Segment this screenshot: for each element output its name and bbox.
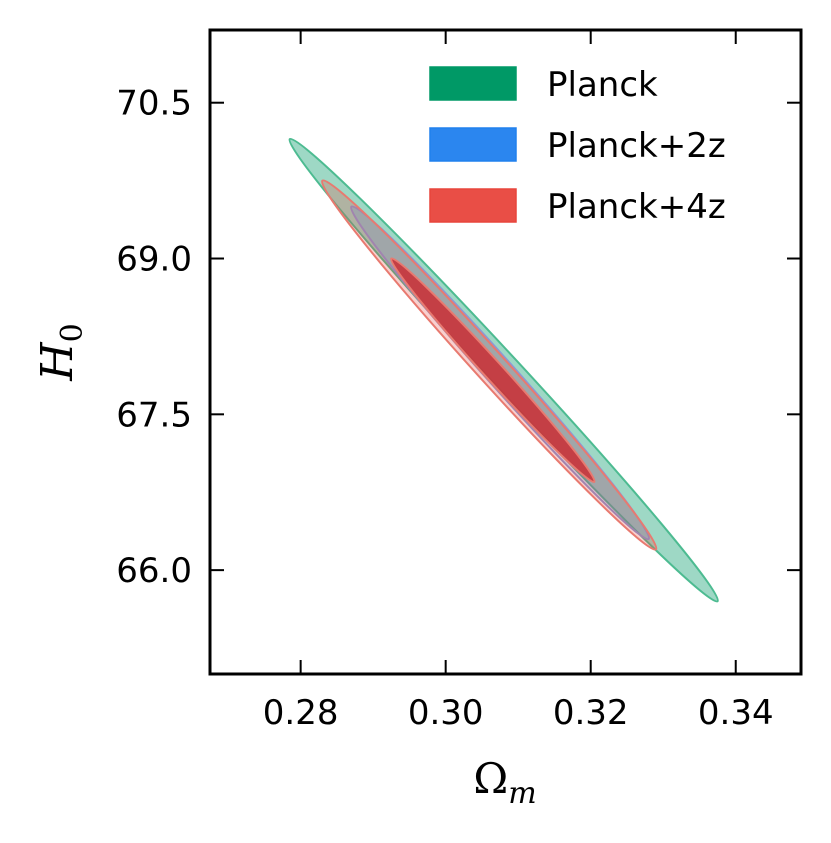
y-axis-title: H0 bbox=[32, 323, 90, 381]
plot-frame bbox=[208, 28, 803, 676]
x-axis-title-sub: m bbox=[508, 776, 536, 811]
tick-layer: 0.28 0.30 0.32 0.34 66.0 67.5 69.0 70.5 bbox=[116, 30, 801, 733]
legend-swatch-planck-plus-4z bbox=[429, 188, 517, 223]
x-tick-label: 0.30 bbox=[408, 693, 484, 733]
legend-label: Planck+2z bbox=[547, 126, 726, 166]
x-axis-title: Ωm bbox=[473, 754, 536, 811]
contour-planck-plus-4z-68pct bbox=[390, 257, 596, 484]
x-tick-label: 0.32 bbox=[553, 693, 629, 733]
legend-swatch-planck bbox=[429, 66, 517, 101]
y-axis-title-sub: 0 bbox=[55, 323, 90, 342]
contour-layer bbox=[288, 137, 719, 603]
y-tick-label: 69.0 bbox=[116, 240, 192, 280]
x-tick-label: 0.28 bbox=[263, 693, 339, 733]
x-axis-title-main: Ω bbox=[473, 754, 508, 803]
y-tick-label: 67.5 bbox=[116, 395, 192, 435]
legend: Planck Planck+2z Planck+4z bbox=[429, 65, 726, 227]
y-tick-label: 70.5 bbox=[116, 84, 192, 124]
legend-label: Planck bbox=[547, 65, 658, 105]
y-tick-label: 66.0 bbox=[116, 551, 192, 591]
legend-swatch-planck-plus-2z bbox=[429, 127, 517, 162]
y-axis-title-main: H bbox=[32, 341, 83, 382]
legend-label: Planck+4z bbox=[547, 187, 726, 227]
x-tick-label: 0.34 bbox=[698, 693, 774, 733]
